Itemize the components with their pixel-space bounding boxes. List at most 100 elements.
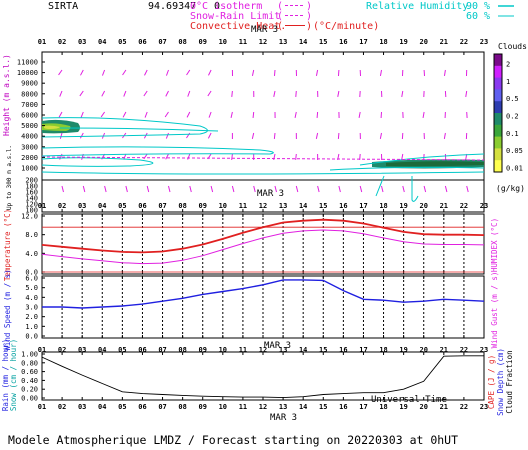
hour-label-bottom: 21 <box>440 403 448 411</box>
clouds-title: Clouds <box>498 42 527 51</box>
wind-barb <box>443 132 446 139</box>
temp-tick-label: 8.0 <box>25 231 38 239</box>
wind-tick-label: 6.0 <box>25 275 38 283</box>
hour-label-top: 03 <box>78 38 86 46</box>
wind-barb <box>273 69 276 77</box>
colorbar-segment <box>494 77 502 90</box>
wind-barb <box>122 111 127 118</box>
low-height-tick-label: 140 <box>25 195 38 203</box>
hour-label-top: 15 <box>319 38 327 46</box>
wind-barb <box>337 132 340 140</box>
temp-tick-label: 4.0 <box>25 250 38 258</box>
height-tick-label: 8000 <box>21 90 38 98</box>
legend-left: 0°C isotherm () Snow-Rain Limit() Convectiv… <box>190 1 379 32</box>
wind-barb-low <box>444 185 448 193</box>
wind-barb-low <box>231 185 235 193</box>
low-height-tick-label: 100 <box>25 207 38 215</box>
height-ylabel-low: Up to 300 m a.s.l. <box>6 145 13 210</box>
isotherm-line <box>41 156 485 161</box>
low-height-tick-label: 120 <box>25 201 38 209</box>
wind-barb <box>337 90 340 97</box>
hour-label-rain-top: 09 <box>199 346 207 354</box>
wind-barb <box>465 90 468 98</box>
wind-barb <box>208 69 212 76</box>
rh-contour <box>41 171 485 175</box>
hour-label-bottom: 18 <box>379 403 387 411</box>
humidex-line <box>41 229 485 265</box>
hour-label-top: 10 <box>219 38 227 46</box>
legend-paren-open: ( <box>277 21 283 32</box>
wind-barb <box>252 111 255 119</box>
hour-label-bottom: 17 <box>359 403 367 411</box>
wind-barb <box>165 90 169 97</box>
hour-label-mid: 14 <box>299 202 307 210</box>
footer-label: Modele Atmospherique LMDZ / Forecast sta… <box>8 433 458 447</box>
wind-barb <box>295 153 297 161</box>
wind-barb <box>187 90 191 97</box>
wind-tick-label: 4.0 <box>25 294 38 302</box>
hour-label-rain-top: 14 <box>299 346 307 354</box>
hour-label-bottom: 22 <box>460 403 468 411</box>
wind-barb <box>401 153 404 160</box>
hour-label-mid: 03 <box>78 202 86 210</box>
hour-label-bottom: 06 <box>138 403 146 411</box>
hour-label-rain-top: 16 <box>339 346 347 354</box>
snow-depth-ylabel: Snow Depth (cm) <box>496 348 505 416</box>
hour-label-mid: 11 <box>239 202 247 210</box>
rh-contour <box>359 153 485 166</box>
wind-tick-label: 1.0 <box>25 323 38 331</box>
wind-barb-low <box>168 185 171 193</box>
colorbar-segment <box>494 54 502 67</box>
colorbar-segment <box>494 101 502 114</box>
legend-paren-open: ( <box>277 11 283 22</box>
wind-barb <box>422 111 425 118</box>
hour-label-mid: 10 <box>219 202 227 210</box>
hour-label-rain-top: 11 <box>239 346 247 354</box>
wind-barb-low <box>295 185 299 193</box>
rh-contour <box>375 175 385 197</box>
hour-label-rain-top: 03 <box>78 346 86 354</box>
wind-barb-low <box>82 185 86 193</box>
wind-barb <box>231 153 233 161</box>
cloud-blob-center <box>44 125 60 129</box>
date-label: MAR 3 <box>257 189 284 199</box>
legend-paren-close: ) <box>306 1 312 12</box>
wind-barb <box>101 90 106 97</box>
hour-label-bottom: 19 <box>399 403 407 411</box>
gust-ylabel: Wind Gust (m / s) <box>490 272 499 349</box>
clouds-tick-label: 1 <box>506 78 510 86</box>
hour-label-bottom: 15 <box>319 403 327 411</box>
colorbar-segment <box>494 65 502 79</box>
hour-label-mid: 05 <box>118 202 126 210</box>
rh-contour <box>59 127 219 132</box>
wind-barb-low <box>61 185 64 193</box>
height-ylabel: Height (m a.s.l.) <box>2 54 11 136</box>
height-tick-label: 11000 <box>17 59 38 67</box>
hour-label-rain-top: 21 <box>440 346 448 354</box>
hour-label-top: 07 <box>158 38 166 46</box>
wind-barb <box>144 111 148 118</box>
hour-label-bottom: 23 <box>480 403 488 411</box>
wind-barb <box>294 111 297 118</box>
wind-barb-low <box>146 185 150 193</box>
wind-tick-label: 0.0 <box>25 333 38 341</box>
temperature-line <box>41 218 485 254</box>
legend-paren-close: ) <box>306 21 312 32</box>
wind-barb <box>187 153 191 160</box>
height-tick-label: 1000 <box>21 165 38 173</box>
wind-barb <box>165 153 169 160</box>
legend-label: 0°C isotherm <box>190 1 262 12</box>
rain-tick-label: 0.80 <box>21 359 38 367</box>
colorbar-segment <box>494 136 502 149</box>
wind-barb-low <box>338 185 341 193</box>
hour-label-bottom: 03 <box>78 403 86 411</box>
colorbar-segment <box>494 89 502 102</box>
rh-title: Relative Humidity <box>366 1 468 12</box>
wind-barb <box>207 132 212 139</box>
series <box>41 214 485 399</box>
colorbar-segment <box>494 124 502 138</box>
hour-label-top: 14 <box>299 38 307 46</box>
wind-barb <box>230 111 233 118</box>
wind-barb <box>143 90 148 97</box>
hour-label-top: 19 <box>399 38 407 46</box>
